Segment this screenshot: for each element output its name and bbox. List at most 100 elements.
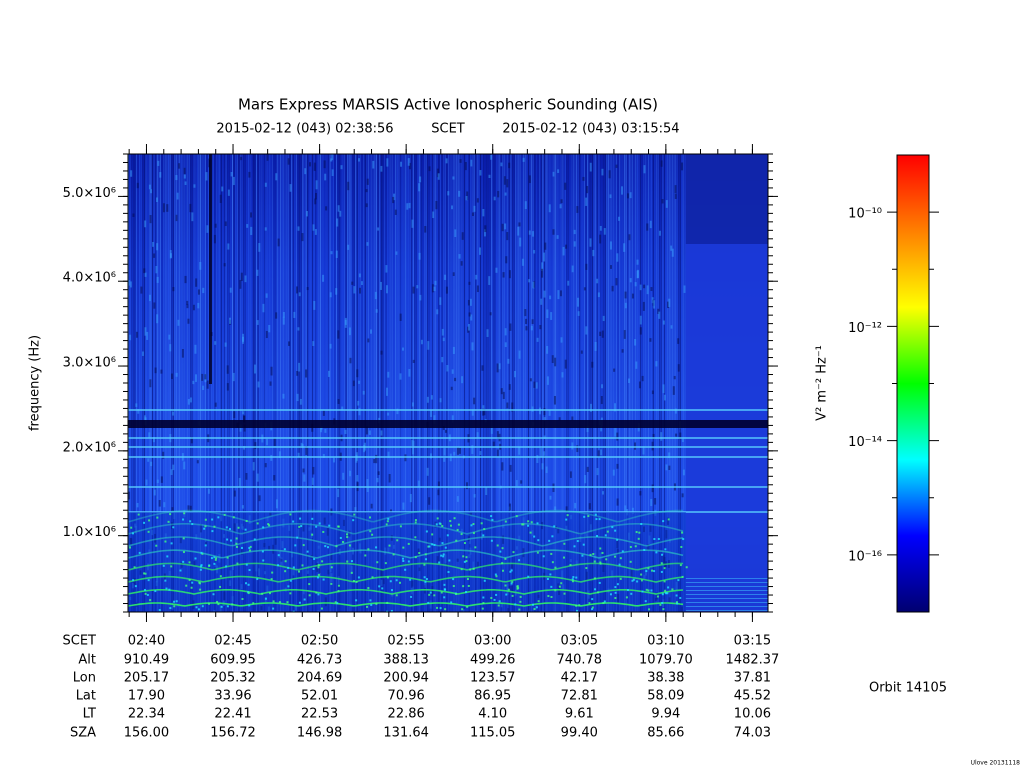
texture	[630, 592, 633, 595]
texture	[135, 403, 138, 407]
texture	[366, 154, 368, 612]
texture	[143, 268, 146, 274]
texture	[196, 154, 198, 612]
texture	[451, 154, 453, 612]
texture	[390, 154, 392, 612]
texture	[297, 327, 300, 331]
texture	[310, 154, 312, 612]
texture	[312, 341, 315, 347]
texture	[428, 593, 431, 596]
texture	[531, 603, 534, 606]
texture	[185, 154, 187, 612]
texture	[204, 154, 206, 612]
texture	[186, 304, 189, 309]
texture	[194, 344, 197, 354]
texture	[298, 292, 301, 297]
texture	[264, 463, 267, 468]
texture	[355, 580, 358, 583]
texture	[252, 154, 254, 612]
texture	[496, 154, 497, 612]
texture	[541, 262, 544, 271]
texture	[459, 159, 462, 163]
texture	[254, 154, 256, 612]
texture	[143, 415, 146, 421]
texture	[499, 550, 502, 553]
texture	[236, 562, 239, 565]
texture	[404, 568, 407, 571]
texture	[227, 154, 229, 612]
texture	[303, 598, 306, 601]
texture	[226, 383, 229, 391]
texture	[402, 502, 405, 510]
texture	[348, 544, 351, 547]
texture	[602, 315, 605, 322]
texture	[173, 605, 176, 608]
texture	[200, 154, 201, 612]
texture	[277, 238, 280, 247]
texture	[438, 154, 440, 612]
texture	[145, 154, 147, 612]
texture	[396, 154, 398, 612]
texture	[560, 154, 561, 612]
texture	[561, 154, 563, 612]
texture	[682, 538, 685, 541]
texture	[380, 350, 383, 355]
texture	[181, 349, 184, 358]
texture	[135, 331, 138, 338]
texture	[454, 229, 457, 238]
texture	[441, 525, 444, 528]
texture	[420, 154, 422, 612]
texture	[475, 154, 477, 612]
texture	[577, 311, 580, 316]
texture	[182, 537, 185, 540]
texture	[523, 154, 525, 612]
texture	[146, 331, 149, 340]
texture	[441, 154, 443, 612]
texture	[451, 369, 454, 374]
texture	[424, 553, 427, 556]
texture	[518, 608, 521, 611]
texture	[223, 263, 226, 267]
texture	[153, 302, 156, 309]
texture	[201, 154, 203, 612]
texture	[495, 575, 498, 578]
texture	[199, 568, 202, 571]
texture	[232, 176, 235, 186]
texture	[225, 526, 228, 529]
texture	[425, 578, 428, 581]
texture	[207, 602, 210, 605]
texture	[351, 281, 354, 285]
texture	[532, 154, 534, 612]
colorbar-tick-label: 10⁻¹⁶	[848, 549, 882, 564]
texture	[520, 154, 521, 612]
texture	[352, 519, 355, 522]
texture	[387, 371, 390, 378]
texture	[662, 320, 665, 325]
texture	[299, 398, 302, 405]
texture	[306, 550, 309, 553]
texture	[409, 493, 412, 503]
texture	[609, 593, 612, 596]
texture	[142, 154, 144, 612]
texture	[606, 530, 609, 533]
texture	[188, 561, 191, 564]
texture	[313, 162, 316, 171]
texture	[447, 571, 450, 574]
texture	[232, 516, 235, 519]
texture	[560, 199, 563, 204]
texture	[203, 154, 205, 612]
texture	[617, 216, 620, 221]
texture	[190, 154, 192, 612]
texture	[529, 378, 532, 382]
texture	[264, 182, 267, 187]
texture	[229, 317, 232, 324]
texture	[551, 355, 554, 364]
texture	[298, 601, 301, 604]
texture	[629, 192, 632, 199]
texture	[428, 497, 431, 505]
texture	[212, 154, 214, 612]
texture	[616, 253, 619, 262]
texture	[663, 567, 666, 570]
texture	[258, 243, 261, 252]
texture	[446, 365, 449, 372]
